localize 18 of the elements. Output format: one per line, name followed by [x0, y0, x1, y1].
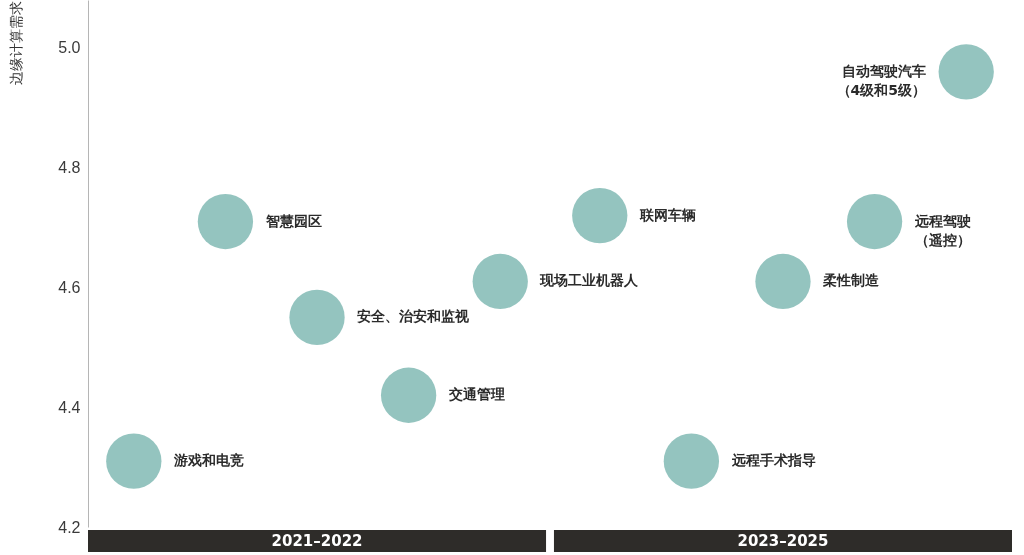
- y-tick-label: 4.6: [58, 278, 81, 296]
- series-label: 现场工业机器人: [539, 272, 640, 289]
- series-label: 游戏和电竞: [173, 452, 244, 469]
- y-tick-label: 4.4: [58, 398, 81, 416]
- series-label: 远程手术指导: [730, 452, 816, 469]
- series-label: 远程驾驶（遥控）: [913, 212, 971, 248]
- series-label: 自动驾驶汽车（4级和5级）: [836, 62, 926, 98]
- y-axis-title: 边缘计算需求: [8, 0, 25, 85]
- y-tick-label: 5.0: [58, 39, 81, 57]
- series-label: 安全、治安和监视: [357, 308, 471, 325]
- x-tick-label: 2023–2025: [737, 531, 829, 550]
- series-label: 交通管理: [447, 386, 505, 403]
- series-label: 柔性制造: [822, 272, 881, 289]
- series-label: 联网车辆: [638, 206, 696, 223]
- y-tick-label: 4.2: [58, 518, 81, 536]
- x-tick-label: 2021–2022: [271, 531, 363, 550]
- series-label: 智慧园区: [264, 212, 322, 229]
- y-tick-label: 4.8: [58, 159, 81, 177]
